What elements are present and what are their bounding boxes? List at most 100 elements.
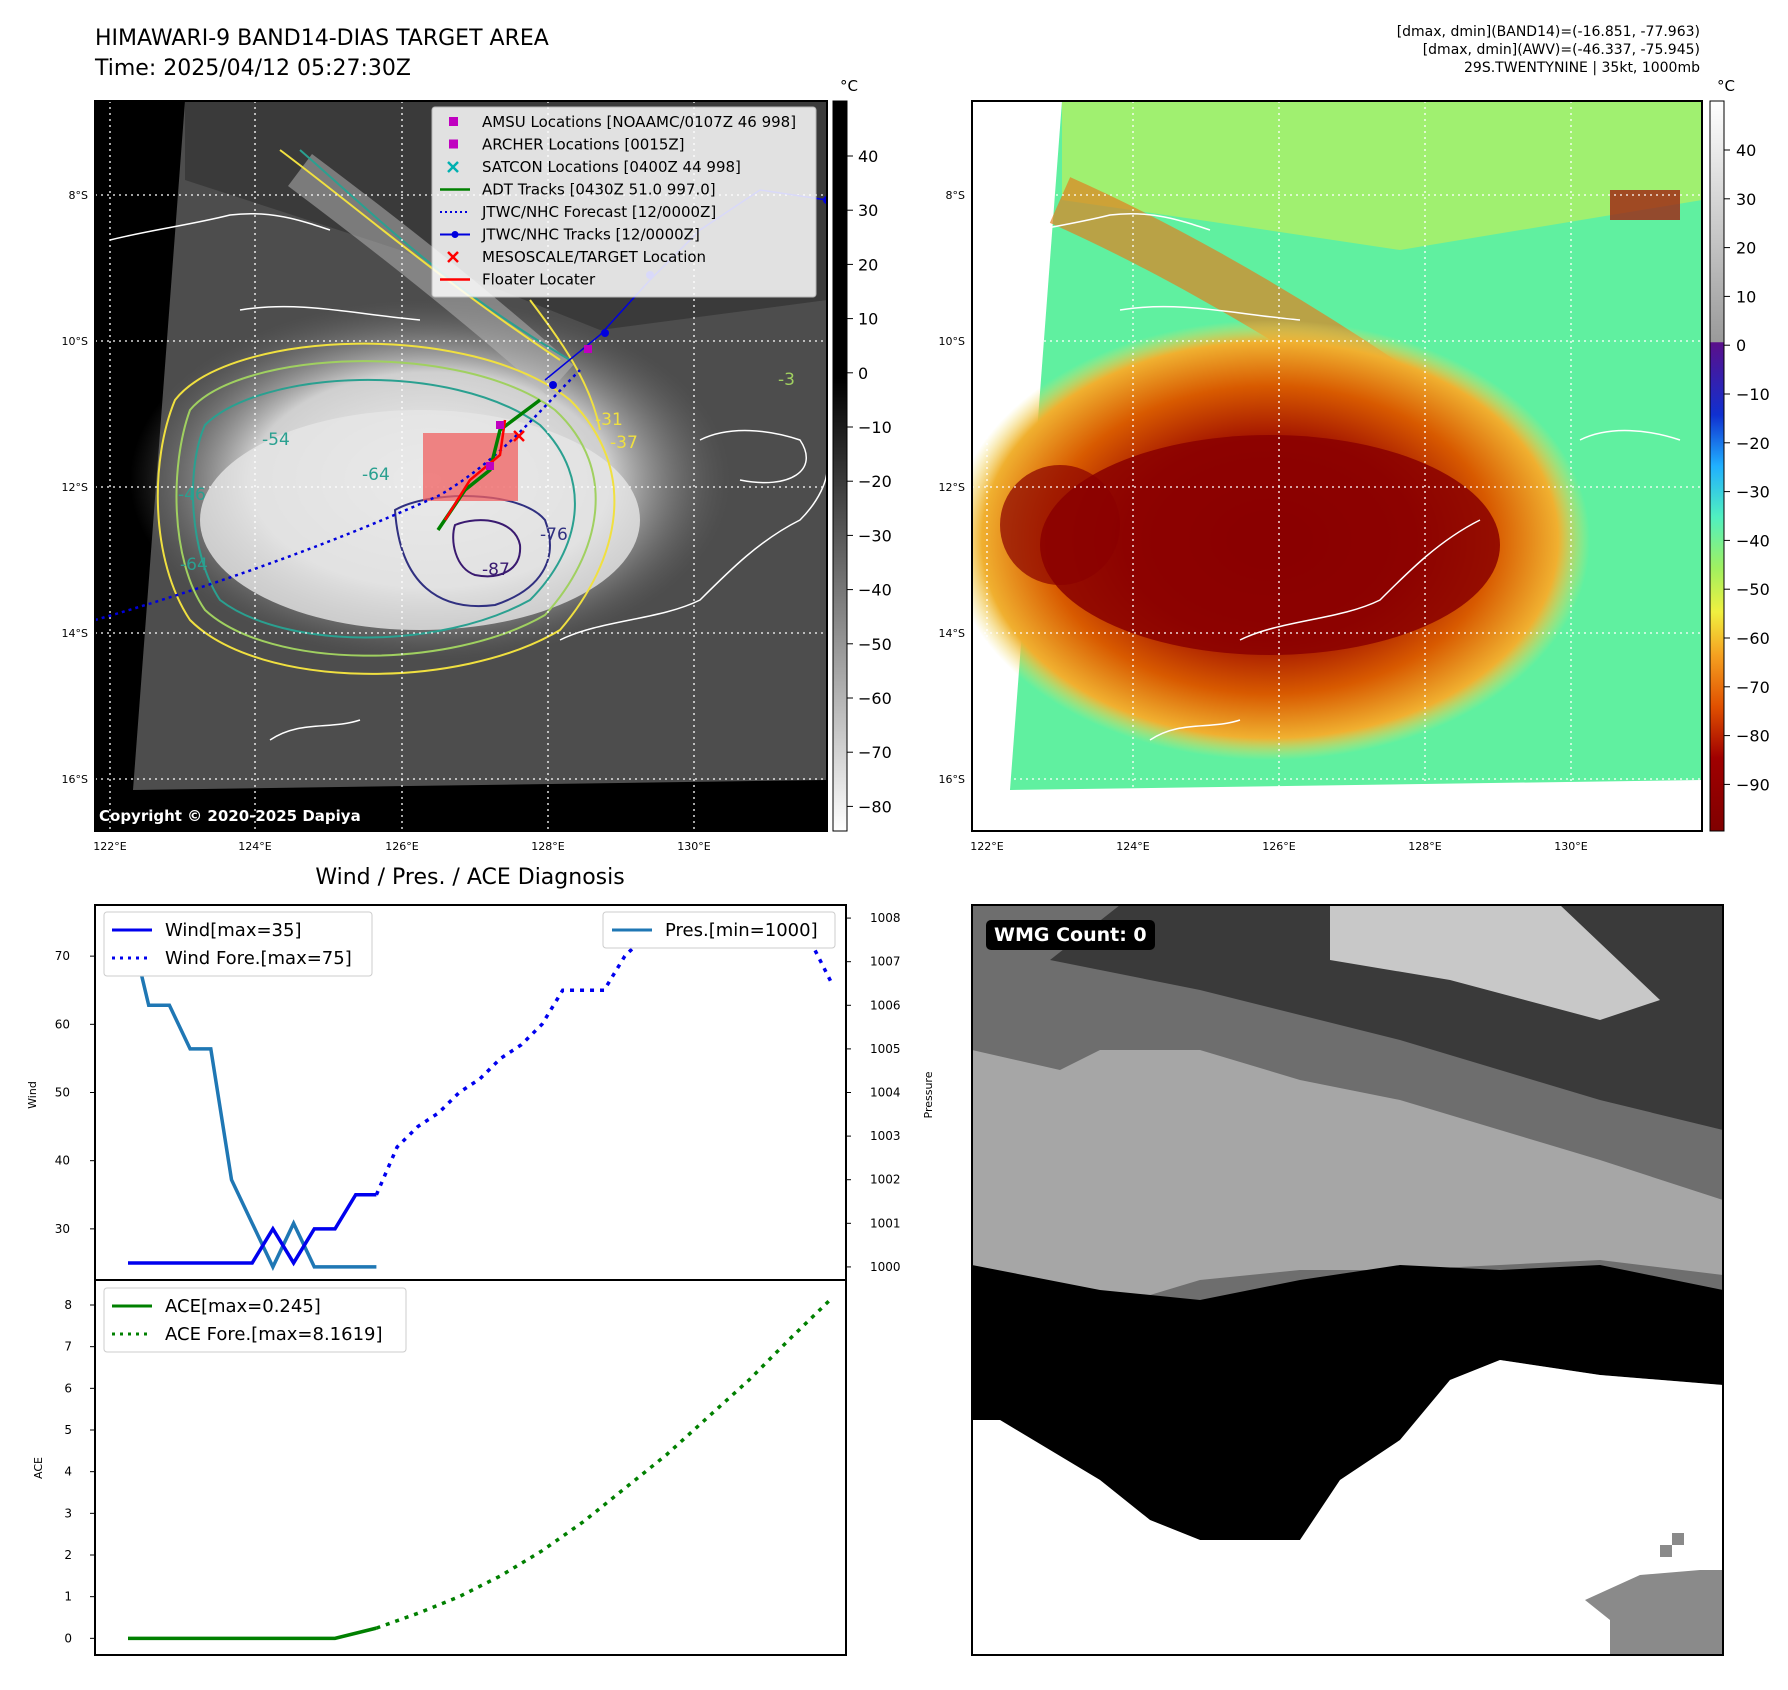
legend-ace-fore: ACE Fore.[max=8.1619] xyxy=(165,1324,383,1345)
ace-legend: ACE[max=0.245] ACE Fore.[max=8.1619] xyxy=(103,1287,407,1353)
ace-tick-label: 6 xyxy=(64,1381,72,1395)
pressure-tick-label: 1007 xyxy=(870,955,901,969)
lat-tick-label: 14°S xyxy=(62,627,88,640)
contour-label: -64 xyxy=(180,555,208,575)
color-colorbar-unit: °C xyxy=(1717,77,1735,95)
map-frame xyxy=(971,100,1703,832)
figure-title: HIMAWARI-9 BAND14-DIAS TARGET AREA xyxy=(95,26,549,51)
copyright: Copyright © 2020-2025 Dapiya xyxy=(99,807,361,825)
floater-locater xyxy=(443,419,507,521)
contour-label: -3 xyxy=(778,370,795,390)
ace-forecast-line xyxy=(375,1296,834,1630)
legend-label: AMSU Locations [NOAAMC/0107Z 46 998] xyxy=(482,113,796,131)
lat-tick-label: 16°S xyxy=(939,773,965,786)
pressure-axis-label: Pressure xyxy=(922,1071,935,1118)
legend-label: SATCON Locations [0400Z 44 998] xyxy=(482,158,741,176)
wind-tick-label: 70 xyxy=(55,949,70,963)
color-colorbar-tick: −10 xyxy=(1736,385,1770,404)
legend-label: Floater Locater xyxy=(482,271,596,289)
lon-tick-label: 128°E xyxy=(1408,840,1441,853)
contour-label: -31 xyxy=(595,410,623,430)
ace-tick-label: 5 xyxy=(64,1423,72,1437)
legend-label: MESOSCALE/TARGET Location xyxy=(482,248,706,266)
wind-line xyxy=(128,1193,377,1267)
ace-axis-label: ACE xyxy=(32,1457,45,1479)
legend-marker xyxy=(449,117,458,126)
pressure-tick-label: 1006 xyxy=(870,998,901,1012)
color-colorbar xyxy=(1709,100,1725,832)
gray-colorbar xyxy=(832,100,848,832)
contour-label: -87 xyxy=(482,560,510,580)
pressure-tick-label: 1008 xyxy=(870,911,901,925)
wmg-count-badge: WMG Count: 0 xyxy=(986,920,1155,950)
ir-map: -54 -64 -76 -87 -46 -64 -31 -37 -3 AMSU … xyxy=(94,100,828,832)
awv-map xyxy=(971,100,1703,832)
pressure-tick-label: 1002 xyxy=(870,1173,901,1187)
gray-colorbar-tick: 20 xyxy=(858,255,878,274)
color-colorbar-tick: −80 xyxy=(1736,727,1770,746)
lat-tick-label: 10°S xyxy=(939,335,965,348)
pressure-legend: Pres.[min=1000] xyxy=(602,911,836,949)
contour-label: -37 xyxy=(610,433,638,453)
lon-tick-label: 126°E xyxy=(1262,840,1295,853)
wind-tick-label: 60 xyxy=(55,1017,70,1031)
gray-colorbar-tick: −20 xyxy=(858,472,892,491)
color-colorbar-tick: −90 xyxy=(1736,775,1770,794)
lon-tick-label: 130°E xyxy=(1554,840,1587,853)
wind-legend: Wind[max=35] Wind Fore.[max=75] xyxy=(103,911,373,977)
legend-ace: ACE[max=0.245] xyxy=(165,1296,321,1317)
color-colorbar-tick: 30 xyxy=(1736,190,1756,209)
color-colorbar-tick: 20 xyxy=(1736,239,1756,258)
gray-colorbar-tick: −70 xyxy=(858,743,892,762)
map-axis-ticks: 8°S 8°S 10°S 10°S 12°S 12°S 14°S 14°S 16°S 16°S 12… xyxy=(62,189,1588,853)
ace-tick-label: 7 xyxy=(64,1340,72,1354)
color-colorbar-tick: −50 xyxy=(1736,580,1770,599)
gray-colorbar-tick: −80 xyxy=(858,797,892,816)
contour-label: -76 xyxy=(540,525,568,545)
legend-wind-fore: Wind Fore.[max=75] xyxy=(165,948,352,969)
storm-info: 29S.TWENTYNINE | 35kt, 1000mb xyxy=(1464,60,1700,76)
map-legend: AMSU Locations [NOAAMC/0107Z 46 998] ARCH… xyxy=(431,106,817,298)
pressure-tick-label: 1000 xyxy=(870,1260,901,1274)
lat-tick-label: 14°S xyxy=(939,627,965,640)
pressure-tick-label: 1003 xyxy=(870,1129,901,1143)
contour-label: -64 xyxy=(362,465,390,485)
color-colorbar-tick: 0 xyxy=(1736,336,1746,355)
color-colorbar-tick: −40 xyxy=(1736,531,1770,550)
lon-tick-label: 128°E xyxy=(531,840,564,853)
pressure-tick-label: 1005 xyxy=(870,1042,901,1056)
gray-colorbar-tick: −50 xyxy=(858,635,892,654)
gray-colorbar-tick: 10 xyxy=(858,310,878,329)
legend-marker xyxy=(447,161,459,173)
ace-tick-label: 4 xyxy=(64,1465,72,1479)
lat-tick-label: 8°S xyxy=(946,189,965,202)
gray-colorbar-tick: −10 xyxy=(858,418,892,437)
coastlines xyxy=(109,212,827,741)
lat-tick-label: 16°S xyxy=(62,773,88,786)
gray-colorbar-tick: 40 xyxy=(858,147,878,166)
gray-colorbar-unit: °C xyxy=(840,77,858,95)
wind-tick-label: 30 xyxy=(55,1222,70,1236)
contour-label: -54 xyxy=(262,430,290,450)
legend-wind: Wind[max=35] xyxy=(165,920,302,941)
lat-tick-label: 10°S xyxy=(62,335,88,348)
forecast-track xyxy=(95,369,581,622)
legend-marker xyxy=(447,251,459,263)
diagnosis-panel: 3040506070100010011002100310041005100610… xyxy=(26,865,935,1656)
legend-pres: Pres.[min=1000] xyxy=(665,920,818,941)
wind-axis-label: Wind xyxy=(26,1081,39,1109)
wmg-panel xyxy=(971,904,1724,1656)
gray-colorbar-tick: −30 xyxy=(858,526,892,545)
legend-label: JTWC/NHC Tracks [12/0000Z] xyxy=(481,226,700,244)
color-colorbar-tick: −20 xyxy=(1736,434,1770,453)
legend-label: ARCHER Locations [0015Z] xyxy=(482,136,685,154)
color-colorbar-tick: −30 xyxy=(1736,483,1770,502)
target-box xyxy=(423,433,518,501)
ace-axes xyxy=(94,1279,847,1656)
contour-label: -46 xyxy=(178,485,206,505)
wind-forecast-line xyxy=(374,920,834,1196)
lon-tick-label: 130°E xyxy=(677,840,710,853)
color-colorbar-tick: 10 xyxy=(1736,287,1756,306)
ace-line xyxy=(128,1626,377,1641)
